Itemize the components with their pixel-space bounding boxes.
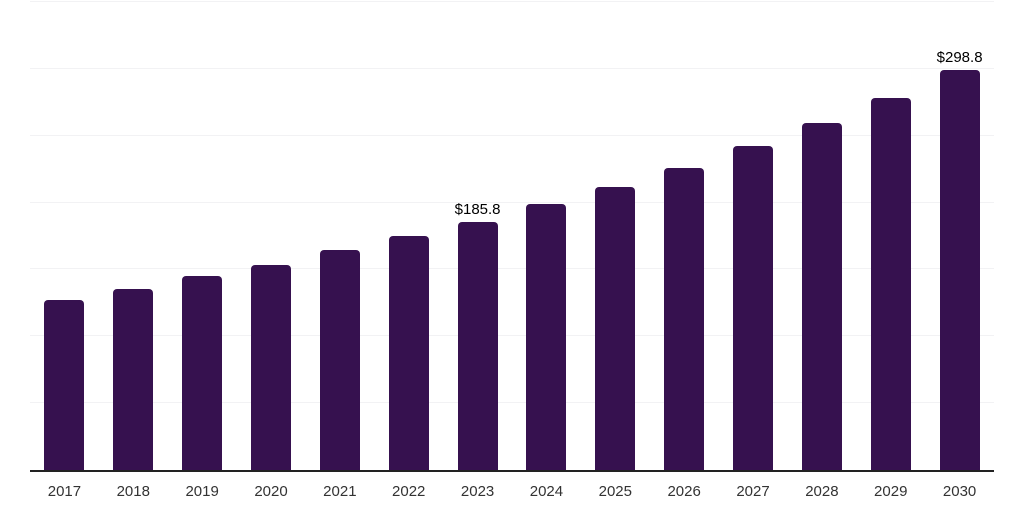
bar-slot-2027 xyxy=(719,2,788,470)
bar-2028 xyxy=(801,123,842,470)
gridline-250 xyxy=(30,134,994,136)
x-tick-2028: 2028 xyxy=(805,483,839,500)
bars-row: $185.8 $298.8 xyxy=(30,2,994,470)
gridline-50 xyxy=(30,402,994,404)
x-tick-2022: 2022 xyxy=(392,483,426,500)
bar-2026 xyxy=(664,167,705,470)
bar-slot-2018 xyxy=(99,2,168,470)
bar-2029 xyxy=(870,98,911,470)
bar-slot-2028 xyxy=(787,2,856,470)
gridline-200 xyxy=(30,201,994,203)
gridline-150 xyxy=(30,268,994,270)
bar-2021 xyxy=(319,249,360,470)
x-axis: 2017 2018 2019 2020 2021 2022 2023 2024 2025 2026… xyxy=(30,482,994,502)
bar-slot-2030: $298.8 xyxy=(925,2,994,470)
x-tick-2018: 2018 xyxy=(116,483,150,500)
x-tick-2026: 2026 xyxy=(667,483,701,500)
value-label-2023: $185.8 xyxy=(454,200,501,218)
x-tick-2029: 2029 xyxy=(874,483,908,500)
bar-slot-2017 xyxy=(30,2,99,470)
gridline-100 xyxy=(30,335,994,337)
gridline-300 xyxy=(30,67,994,69)
bar-slot-2029 xyxy=(856,2,925,470)
plot-area: $185.8 $298.8 xyxy=(30,1,994,472)
bar-slot-2019 xyxy=(168,2,237,470)
x-tick-2025: 2025 xyxy=(598,483,632,500)
x-tick-2030: 2030 xyxy=(942,483,977,500)
bar-2020 xyxy=(251,264,291,470)
bar-2027 xyxy=(733,146,774,470)
bar-slot-2020 xyxy=(237,2,306,470)
bar-2030 xyxy=(939,70,980,470)
bar-2017 xyxy=(44,300,85,470)
bar-2023 xyxy=(457,221,498,470)
bar-slot-2024 xyxy=(512,2,581,470)
x-tick-2019: 2019 xyxy=(185,483,219,500)
x-tick-2023: 2023 xyxy=(460,483,495,500)
bar-slot-2021 xyxy=(305,2,374,470)
x-tick-2021: 2021 xyxy=(323,483,357,500)
bar-2019 xyxy=(182,275,223,470)
bar-2024 xyxy=(526,204,567,470)
bar-slot-2025 xyxy=(581,2,650,470)
gridline-350 xyxy=(30,1,994,2)
value-label-2030: $298.8 xyxy=(936,49,983,67)
bar-slot-2022 xyxy=(374,2,443,470)
bar-slot-2023: $185.8 xyxy=(443,2,512,470)
bar-2018 xyxy=(113,288,154,470)
bar-2025 xyxy=(595,187,636,470)
x-tick-2020: 2020 xyxy=(254,483,288,500)
bar-slot-2026 xyxy=(650,2,719,470)
bar-2022 xyxy=(388,235,429,470)
x-tick-2017: 2017 xyxy=(47,483,82,500)
x-tick-2027: 2027 xyxy=(736,483,770,500)
x-tick-2024: 2024 xyxy=(529,483,564,500)
